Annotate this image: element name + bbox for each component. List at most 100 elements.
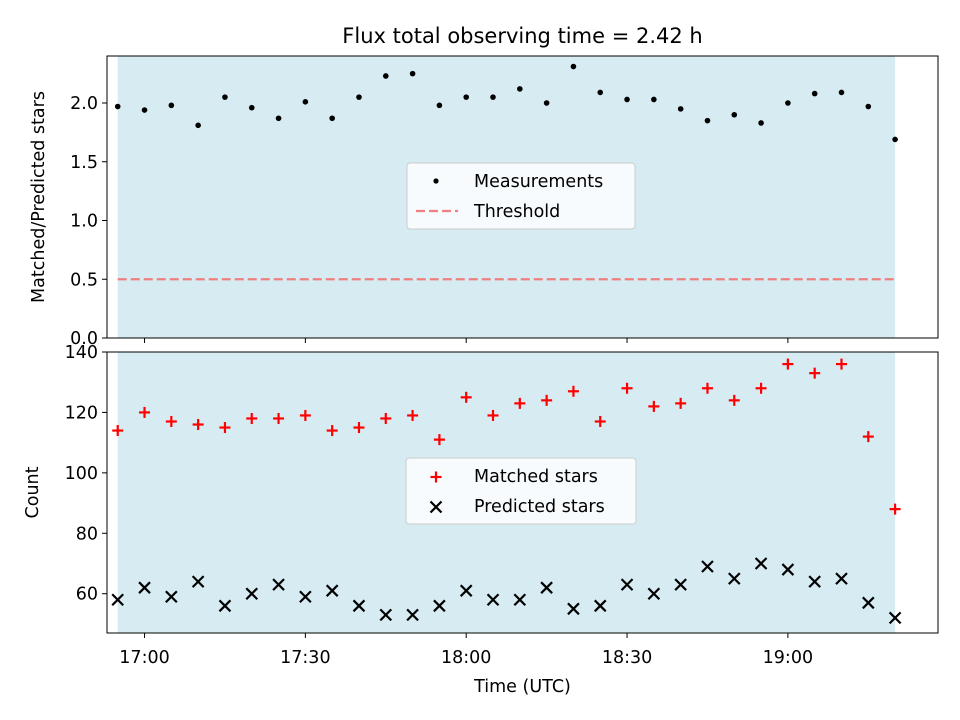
x-stroke (406, 608, 419, 622)
bottom-y-tick-label: 60 (76, 585, 98, 605)
x-stroke (593, 599, 607, 613)
predicted-star-point (325, 584, 339, 597)
matched-star-point (433, 434, 445, 446)
x-stroke (701, 560, 714, 573)
matched-star-point (246, 412, 258, 424)
matched-star-point (487, 409, 499, 421)
x-stroke (379, 608, 393, 622)
predicted-star-point (245, 587, 259, 600)
measurement-point (275, 115, 282, 122)
predicted-star-point (701, 560, 714, 573)
matched-star-point (407, 409, 419, 421)
matched-star-point (675, 397, 687, 409)
predicted-stars-points (111, 557, 902, 625)
measurement-point (811, 90, 818, 97)
measurement-point (248, 104, 255, 111)
matched-star-point (728, 394, 740, 406)
measurement-point (436, 102, 443, 109)
predicted-star-point (862, 596, 875, 610)
matched-star-point (541, 394, 553, 406)
top-panel: 0.0 0.5 1.0 1.5 2.0 Flux total observing tim… (29, 24, 939, 349)
x-tick-label: 17:00 (119, 648, 169, 668)
x-stroke (191, 575, 205, 588)
predicted-star-point (513, 593, 527, 607)
bottom-y-tick-label: 80 (76, 524, 98, 544)
legend-predicted-label: Predicted stars (474, 497, 605, 517)
predicted-star-point (433, 599, 446, 613)
top-plot-frame (106, 55, 939, 339)
x-stroke (567, 602, 580, 616)
measurement-point (731, 111, 738, 118)
legend-threshold-label: Threshold (473, 202, 560, 222)
measurement-point (785, 100, 791, 106)
bottom-x-ticks: 17:00 17:30 18:00 18:30 19:00 (119, 633, 813, 668)
measurement-point (302, 99, 309, 105)
x-stroke (727, 572, 741, 585)
top-y-ticks: 0.0 0.5 1.0 1.5 2.0 (70, 94, 107, 349)
top-y-tick-label: 2.0 (70, 94, 98, 114)
matched-star-point (299, 409, 311, 421)
predicted-star-point (218, 599, 232, 613)
x-stroke (433, 599, 446, 613)
x-stroke (429, 500, 443, 514)
measurement-point (356, 94, 362, 100)
measurement-point (195, 122, 201, 129)
x-tick-label: 17:30 (280, 648, 330, 668)
x-stroke (352, 599, 366, 613)
predicted-star-point (808, 575, 821, 588)
predicted-star-point (647, 587, 661, 600)
legend-predicted-marker (429, 500, 443, 514)
predicted-star-point (620, 578, 634, 591)
predicted-star-point (138, 581, 151, 594)
measurement-point (892, 136, 898, 143)
x-stroke (165, 590, 178, 604)
measurement-point (758, 120, 764, 126)
measurement-point (624, 96, 630, 103)
matched-star-point (594, 415, 606, 427)
matched-star-point (273, 412, 285, 424)
matched-star-point (326, 425, 338, 437)
measurement-point (838, 89, 845, 96)
x-stroke (218, 599, 232, 613)
predicted-star-point (754, 557, 768, 570)
measurement-point (463, 94, 470, 100)
x-stroke (272, 578, 285, 591)
top-y-tick-label: 0.5 (70, 270, 98, 290)
x-stroke (781, 563, 795, 576)
x-stroke (111, 593, 125, 607)
predicted-star-point (888, 611, 902, 625)
chart-title: Flux total observing time = 2.42 h (342, 24, 702, 48)
predicted-star-point (352, 599, 366, 613)
matched-star-point (460, 391, 472, 403)
x-stroke (808, 575, 821, 588)
matched-star-point (648, 400, 660, 412)
measurement-points (114, 63, 898, 143)
top-x-ticks (144, 338, 789, 343)
predicted-star-point (379, 608, 393, 622)
top-y-tick-label: 0.0 (70, 329, 98, 349)
top-legend-box (406, 162, 636, 230)
predicted-star-point (406, 608, 419, 622)
matched-star-point (567, 385, 579, 397)
measurement-point (865, 103, 872, 110)
matched-star-point (139, 406, 151, 418)
predicted-star-point (486, 593, 500, 607)
bottom-plot-frame (106, 351, 939, 634)
legend-x (429, 500, 443, 514)
x-stroke (754, 557, 768, 570)
measurement-point (382, 73, 389, 79)
matched-star-point (809, 367, 821, 379)
legend-plus (430, 471, 442, 483)
matched-star-point (621, 382, 633, 394)
predicted-star-point (835, 572, 848, 585)
measurement-point (222, 94, 228, 100)
legend-matched-label: Matched stars (474, 467, 598, 487)
legend-measurements-marker (433, 178, 439, 184)
bottom-y-axis-label: Count (23, 466, 43, 518)
bottom-legend: Matched stars Predicted stars (405, 457, 637, 525)
measurement-point (114, 103, 121, 110)
matched-star-point (862, 431, 874, 443)
x-stroke (245, 587, 259, 600)
bottom-y-tick-label: 140 (65, 343, 98, 363)
